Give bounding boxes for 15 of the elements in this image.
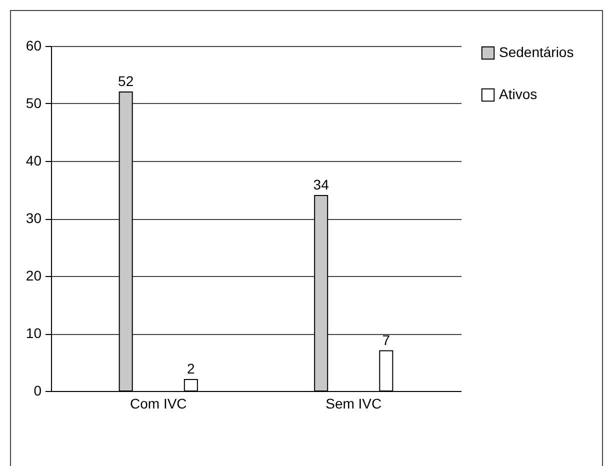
data-label: 7 bbox=[382, 332, 390, 348]
y-tick-label: 50 bbox=[26, 95, 42, 111]
x-tick-label: Sem IVC bbox=[326, 396, 382, 412]
y-tick-label: 20 bbox=[26, 268, 42, 284]
legend-label: Sedentários bbox=[499, 44, 574, 60]
y-tick-label: 0 bbox=[34, 382, 42, 398]
y-tick-label: 60 bbox=[26, 38, 42, 54]
x-tick-label: Com IVC bbox=[130, 396, 187, 412]
data-label: 34 bbox=[313, 176, 330, 192]
data-label: 52 bbox=[118, 73, 134, 89]
y-tick-label: 40 bbox=[26, 152, 42, 168]
legend-label: Ativos bbox=[499, 86, 538, 102]
y-tick-label: 30 bbox=[26, 210, 42, 226]
data-label: 2 bbox=[187, 360, 196, 376]
y-tick-label: 10 bbox=[26, 325, 42, 341]
